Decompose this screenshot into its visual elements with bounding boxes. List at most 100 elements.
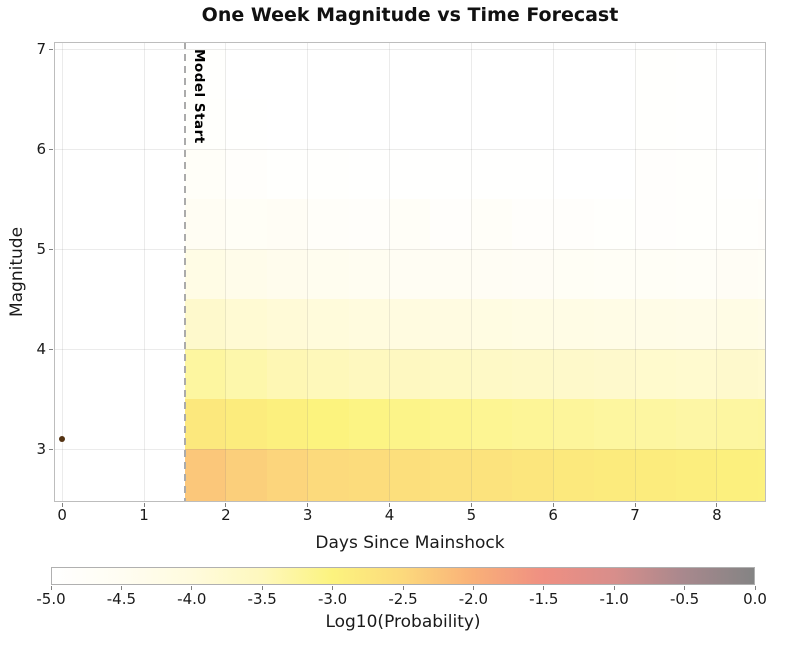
y-gridline bbox=[54, 348, 766, 350]
heatmap-cell bbox=[307, 49, 349, 100]
heatmap-cell bbox=[594, 149, 636, 200]
colorbar-tick-label: -3.0 bbox=[317, 590, 348, 608]
heatmap-cell bbox=[553, 349, 595, 400]
heatmap-cell bbox=[348, 49, 390, 100]
x-tick-mark bbox=[470, 503, 472, 507]
y-tick-mark bbox=[49, 448, 53, 450]
heatmap-cell bbox=[635, 149, 677, 200]
heatmap-cell bbox=[430, 349, 472, 400]
x-tick-mark bbox=[389, 503, 391, 507]
heatmap-cell bbox=[225, 349, 268, 400]
heatmap-cell bbox=[307, 349, 349, 400]
colorbar-tick-label: -1.0 bbox=[599, 590, 629, 608]
heatmap-cell bbox=[553, 249, 595, 300]
heatmap-cell bbox=[266, 399, 309, 450]
heatmap-cell bbox=[225, 249, 268, 300]
y-gridline bbox=[54, 148, 766, 150]
heatmap-cell bbox=[307, 149, 349, 200]
mainshock-dot bbox=[58, 435, 66, 443]
x-gridline bbox=[389, 42, 391, 502]
heatmap-cell bbox=[716, 199, 759, 250]
colorbar-label: Log10(Probability) bbox=[325, 612, 481, 632]
heatmap-cell bbox=[716, 349, 759, 400]
heatmap-cell bbox=[716, 149, 759, 200]
colorbar-tick-mark bbox=[472, 586, 474, 590]
heatmap-cell bbox=[716, 249, 759, 300]
x-tick-mark bbox=[552, 503, 554, 507]
heatmap-cell bbox=[757, 99, 767, 150]
heatmap-cell bbox=[348, 399, 390, 450]
heatmap-cell bbox=[348, 299, 390, 350]
heatmap-cell bbox=[389, 399, 431, 450]
y-tick-label: 4 bbox=[36, 340, 46, 358]
heatmap-cell bbox=[266, 449, 309, 503]
y-tick-label: 6 bbox=[36, 140, 46, 158]
heatmap-cell bbox=[635, 99, 677, 150]
heatmap-cell bbox=[471, 399, 513, 450]
heatmap-cell bbox=[757, 349, 767, 400]
heatmap-cell bbox=[512, 199, 554, 250]
heatmap-cell bbox=[635, 399, 677, 450]
colorbar-tick-label: -0.5 bbox=[669, 590, 700, 608]
colorbar-tick-mark bbox=[120, 586, 122, 590]
y-tick-label: 3 bbox=[36, 440, 46, 458]
x-tick-label: 8 bbox=[712, 506, 722, 524]
heatmap-cell bbox=[225, 99, 268, 150]
heatmap-cell bbox=[348, 349, 390, 400]
heatmap-cell bbox=[553, 399, 595, 450]
heatmap-cell bbox=[184, 99, 227, 150]
heatmap-cell bbox=[553, 199, 595, 250]
heatmap-cell bbox=[594, 399, 636, 450]
heatmap-cell bbox=[716, 299, 759, 350]
heatmap-cell bbox=[225, 399, 268, 450]
heatmap-cell bbox=[307, 199, 349, 250]
colorbar-tick-mark bbox=[402, 586, 404, 590]
heatmap-cell bbox=[471, 349, 513, 400]
heatmap-cell bbox=[594, 249, 636, 300]
colorbar-tick-mark bbox=[261, 586, 263, 590]
heatmap-cell bbox=[471, 149, 513, 200]
heatmap-cell bbox=[757, 149, 767, 200]
heatmap-cell bbox=[389, 149, 431, 200]
heatmap-cell bbox=[635, 299, 677, 350]
x-tick-label: 0 bbox=[57, 506, 67, 524]
x-gridline bbox=[552, 42, 554, 502]
chart-title: One Week Magnitude vs Time Forecast bbox=[201, 4, 619, 26]
colorbar-tick-mark bbox=[754, 586, 756, 590]
heatmap-cell bbox=[512, 349, 554, 400]
colorbar-tick-label: -4.5 bbox=[106, 590, 137, 608]
heatmap-cell bbox=[184, 399, 227, 450]
x-gridline bbox=[307, 42, 309, 502]
x-tick-label: 5 bbox=[466, 506, 477, 524]
x-tick-mark bbox=[61, 503, 63, 507]
heatmap-cell bbox=[675, 99, 718, 150]
model-start-annotation: Model Start bbox=[190, 49, 207, 144]
heatmap-cell bbox=[757, 199, 767, 250]
heatmap-cell bbox=[757, 449, 767, 503]
heatmap-cell bbox=[512, 399, 554, 450]
heatmap-cell bbox=[348, 149, 390, 200]
y-gridline bbox=[54, 48, 766, 50]
colorbar-tick-label: -5.0 bbox=[36, 590, 66, 608]
heatmap-cell bbox=[389, 199, 431, 250]
colorbar-tick-mark bbox=[332, 586, 334, 590]
heatmap-cell bbox=[675, 149, 718, 200]
heatmap-cell bbox=[184, 299, 227, 350]
heatmap-cell bbox=[430, 199, 472, 250]
heatmap-cell bbox=[184, 199, 227, 250]
heatmap-cell bbox=[553, 149, 595, 200]
heatmap-cell bbox=[348, 249, 390, 300]
heatmap-cell bbox=[389, 99, 431, 150]
x-gridline bbox=[61, 42, 63, 502]
heatmap-cell bbox=[225, 49, 268, 100]
heatmap-cell bbox=[471, 99, 513, 150]
heatmap-cell bbox=[675, 349, 718, 400]
heatmap-cell bbox=[675, 249, 718, 300]
heatmap-cell bbox=[348, 99, 390, 150]
heatmap-cell bbox=[225, 299, 268, 350]
colorbar-tick-mark bbox=[684, 586, 686, 590]
y-tick-mark bbox=[49, 48, 53, 50]
heatmap-cell bbox=[471, 299, 513, 350]
colorbar-tick-label: -3.5 bbox=[247, 590, 277, 608]
colorbar-tick-label: -4.0 bbox=[177, 590, 207, 608]
